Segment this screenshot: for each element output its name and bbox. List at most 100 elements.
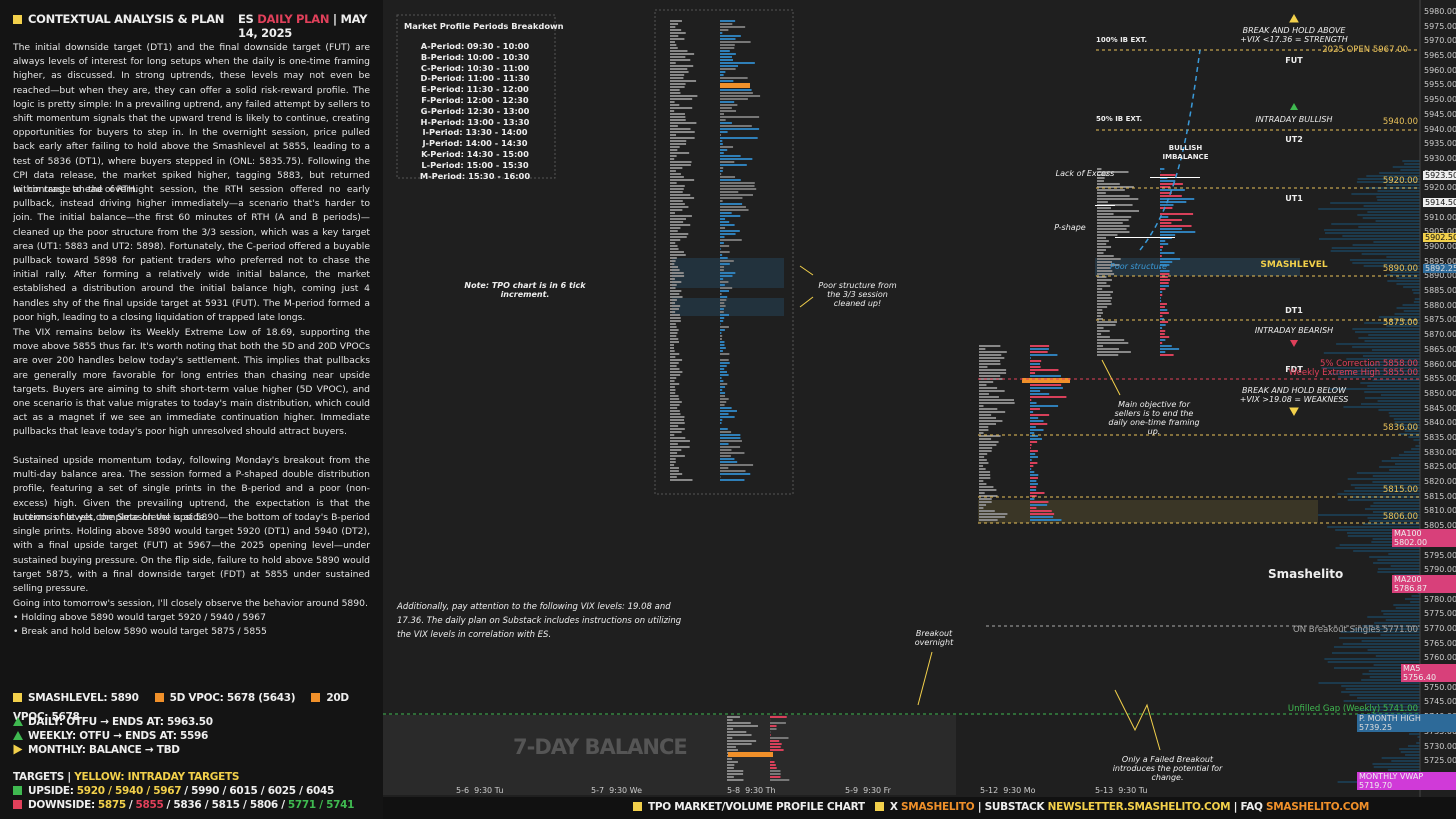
profile-bar [670,113,685,115]
profile-bar [1030,351,1048,353]
profile-bar [1368,520,1420,522]
profile-bar [670,326,677,328]
profile-bar [979,507,984,509]
profile-bar [1390,565,1420,567]
price-tag: MA100 5802.00 [1392,529,1456,547]
profile-bar [1030,483,1038,485]
profile-bar [1354,487,1420,489]
profile-bar [1353,550,1420,552]
profile-bar [1030,396,1067,398]
profile-bar [670,467,679,469]
profile-bar [1362,625,1420,627]
profile-bar [770,770,781,772]
profile-bar [1417,736,1420,738]
profile-bar [1380,634,1420,636]
profile-bar [1097,339,1125,341]
profile-bar [670,434,675,436]
profile-bar [1030,432,1035,434]
footer-link[interactable]: NEWSLETTER.SMASHELITO.COM [1047,801,1231,813]
profile-bar [1160,282,1169,284]
profile-bar [1372,763,1420,765]
profile-bar [979,354,1002,356]
profile-bar [720,374,729,376]
profile-bar [720,365,727,367]
profile-bar [979,384,987,386]
profile-bar [979,396,999,398]
profile-bar [979,435,1001,437]
targets-title: TARGETS | YELLOW: INTRADAY TARGETS [13,771,239,783]
profile-bar [1030,492,1045,494]
profile-bar [1362,523,1420,525]
footer-text: | FAQ [1233,801,1263,813]
profile-bar [720,407,732,409]
footer-text: TPO MARKET/VOLUME PROFILE CHART [648,801,865,813]
price-label: 5975.00 [1424,21,1456,31]
profile-bar [979,372,1007,374]
profile-bar [979,510,995,512]
profile-bar [1413,439,1420,441]
profile-bar [727,743,752,745]
profile-bar [720,77,748,79]
profile-bar [670,26,676,28]
profile-bar [979,423,997,425]
profile-bar [1097,225,1130,227]
profile-bar [670,92,681,94]
icon [13,717,23,726]
profile-bar [720,479,745,481]
profile-bar [720,401,727,403]
profile-bar [1374,622,1420,624]
profile-bar [720,110,737,112]
profile-bar [1160,174,1176,176]
balance-zone [383,715,956,795]
annotation: Poor structure from the 3/3 session clea… [818,281,897,308]
annotation: SMASHLEVEL [1260,260,1328,270]
profile-bar [1407,745,1420,747]
profile-bar [1030,354,1058,356]
profile-bar [1375,655,1420,657]
profile-bar [670,212,675,214]
profile-bar [1030,453,1036,455]
annotation: UT1 [1285,194,1303,203]
profile-bar [1030,498,1035,500]
profile-bar [727,731,747,733]
profile-bar [727,716,740,718]
price-label: 5890.00 [1424,271,1456,281]
arrow [1290,103,1298,110]
downside-targets: DOWNSIDE: 5875/5855/ 5836 / 5815 / 5806 /… [13,799,357,811]
profile-bar [979,486,994,488]
profile-bar [1360,403,1420,405]
profile-bar [1097,243,1107,245]
annotation: Lack of Excess [1055,169,1115,178]
profile-bar [670,32,686,34]
level-label: 5836.00 [1382,423,1418,433]
period: I-Period: 13:30 - 14:00 [422,127,528,138]
profile-bar [770,737,789,739]
profile-bar [770,725,777,727]
profile-bar [1344,490,1420,492]
profile-bar [670,170,676,172]
annotation: BREAK AND HOLD ABOVE +VIX <17.36 = STREN… [1240,26,1348,44]
profile-bar [720,311,724,313]
market: ES [238,12,254,26]
profile-bar [720,467,729,469]
footer-link[interactable]: SMASHELITO [901,801,975,813]
profile-bar [720,446,741,448]
upside-targets: UPSIDE: 5920 / 5940 / 5967/ 5990 / 6015 /… [13,785,337,797]
footer-link[interactable]: SMASHELITO.COM [1265,801,1369,813]
profile-bar [727,779,744,781]
profile-bar [720,95,761,97]
profile-bar [1160,297,1161,299]
profile-bar [1403,310,1420,312]
level-label: ON Breakout Singles 5771.00 [1293,625,1418,635]
profile-bar [979,366,988,368]
profile-bar [1030,366,1041,368]
profile-bar [670,161,692,163]
profile-bar [1376,361,1420,363]
profile-bar [670,83,686,85]
timeframe: DAILY: OTFU → ENDS AT: 5963.50 [13,715,213,729]
profile-bar [670,455,685,457]
level-label: 5940.00 [1382,117,1418,127]
profile-bar [1030,504,1048,506]
profile-bar [670,431,682,433]
profile-bar [1097,288,1103,290]
